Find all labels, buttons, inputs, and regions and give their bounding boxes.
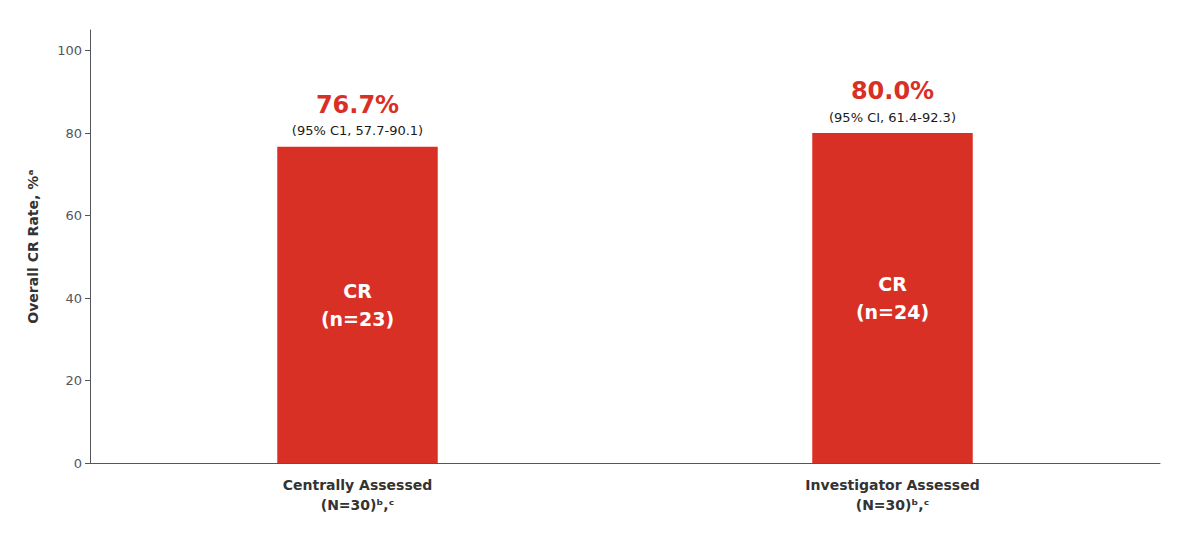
svg-text:CR: CR (878, 273, 907, 295)
svg-text:(N=30)ᵇ,ᶜ: (N=30)ᵇ,ᶜ (856, 497, 930, 513)
svg-text:0: 0 (74, 456, 82, 471)
svg-text:80.0%: 80.0% (851, 77, 934, 105)
svg-text:CR: CR (343, 280, 372, 302)
svg-text:76.7%: 76.7% (316, 91, 399, 119)
svg-text:20: 20 (65, 373, 82, 388)
svg-text:40: 40 (65, 291, 82, 306)
svg-text:Centrally Assessed: Centrally Assessed (283, 477, 433, 493)
svg-text:(n=23): (n=23) (321, 308, 394, 330)
svg-text:(95% C1, 57.7-90.1): (95% C1, 57.7-90.1) (292, 123, 423, 138)
svg-text:Investigator Assessed: Investigator Assessed (805, 477, 979, 493)
svg-text:(n=24): (n=24) (856, 301, 929, 323)
svg-text:(N=30)ᵇ,ᶜ: (N=30)ᵇ,ᶜ (321, 497, 395, 513)
svg-text:60: 60 (65, 208, 82, 223)
svg-text:Overall CR Rate, %ᵃ: Overall CR Rate, %ᵃ (25, 169, 41, 323)
svg-text:80: 80 (65, 126, 82, 141)
svg-text:(95% CI, 61.4-92.3): (95% CI, 61.4-92.3) (829, 110, 956, 125)
svg-text:100: 100 (57, 43, 82, 58)
